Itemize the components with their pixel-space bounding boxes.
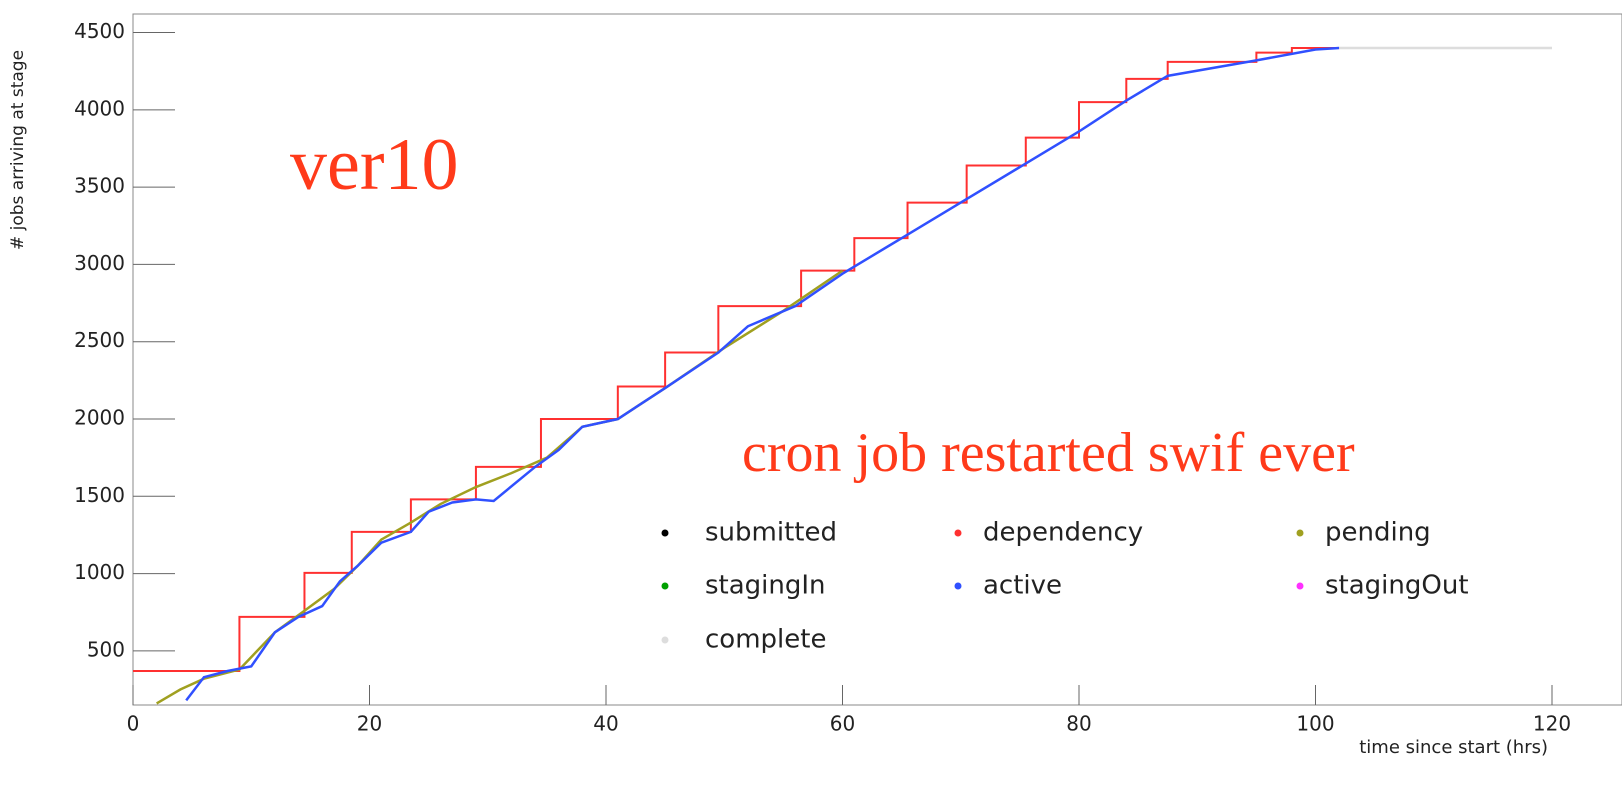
legend-label: dependency bbox=[983, 518, 1143, 548]
legend-marker bbox=[954, 529, 962, 537]
legend-marker bbox=[1296, 582, 1304, 590]
legend-label: stagingOut bbox=[1325, 571, 1469, 601]
y-axis-label: # jobs arriving at stage bbox=[8, 50, 28, 250]
x-tick-label: 80 bbox=[1066, 712, 1091, 736]
x-tick-label: 100 bbox=[1296, 712, 1334, 736]
legend-label: stagingIn bbox=[705, 571, 826, 601]
x-tick-label: 0 bbox=[127, 712, 140, 736]
y-tick-label: 1000 bbox=[74, 560, 125, 584]
legend-label: complete bbox=[705, 625, 826, 655]
x-tick-label: 60 bbox=[830, 712, 855, 736]
y-tick-label: 4500 bbox=[74, 19, 125, 43]
plot-frame bbox=[132, 13, 1622, 706]
x-axis-label: time since start (hrs) bbox=[1359, 737, 1548, 758]
legend-marker bbox=[661, 529, 669, 537]
y-tick-label: 1500 bbox=[74, 483, 125, 507]
x-tick-label: 120 bbox=[1533, 712, 1571, 736]
legend-label: active bbox=[983, 571, 1062, 601]
legend-marker bbox=[954, 582, 962, 590]
y-tick-label: 500 bbox=[87, 637, 125, 661]
y-tick-label: 4000 bbox=[74, 96, 125, 120]
y-tick-label: 2500 bbox=[74, 328, 125, 352]
legend-label: submitted bbox=[705, 518, 837, 548]
annotation: cron job restarted swif ever bbox=[742, 422, 1355, 484]
legend-marker bbox=[661, 636, 669, 644]
y-tick-label: 3000 bbox=[74, 251, 125, 275]
series-line bbox=[133, 47, 1340, 672]
legend-marker bbox=[1296, 529, 1304, 537]
y-tick-label: 2000 bbox=[74, 406, 125, 430]
series-line bbox=[185, 46, 1340, 702]
y-tick-label: 3500 bbox=[74, 174, 125, 198]
x-tick-label: 40 bbox=[593, 712, 618, 736]
annotation: ver10 bbox=[290, 124, 459, 206]
legend-label: pending bbox=[1325, 518, 1431, 548]
legend-marker bbox=[661, 582, 669, 590]
x-tick-label: 20 bbox=[357, 712, 382, 736]
